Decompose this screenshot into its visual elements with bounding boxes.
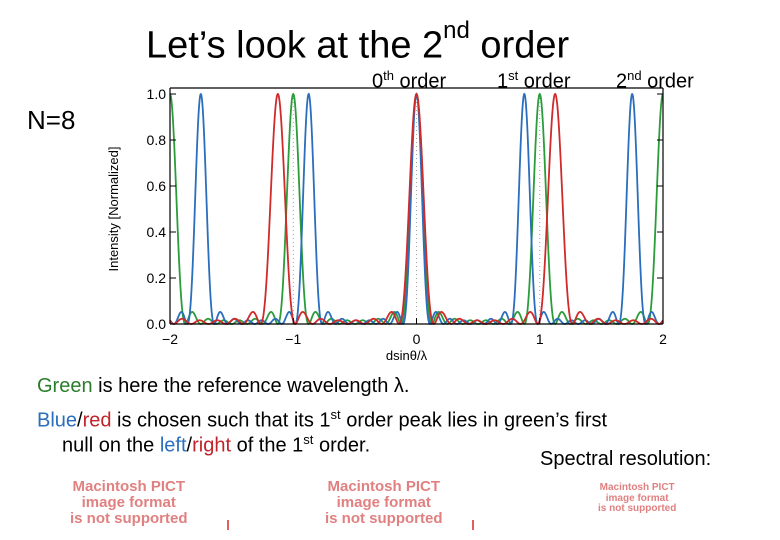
text-line-2: Blue/red is chosen such that its 1st ord…: [37, 402, 607, 434]
pict1-line1: Macintosh PICT: [72, 478, 185, 495]
line3-mid: of the 1: [231, 434, 304, 457]
pict1-line2: image format: [81, 493, 176, 511]
left-word: left: [159, 434, 187, 457]
line2-rest-a: is chosen such that its 1: [111, 409, 331, 432]
y-axis-label: Intensity [Normalized]: [106, 147, 121, 272]
pict-placeholder-2: Macintosh PICT image format is not suppo…: [325, 479, 443, 526]
chart-labels: 0.0 0.2 0.4 0.6 0.8 1.0 −2 −1 0 1 2 dsinθ/λ Intensit…: [106, 86, 667, 363]
x-tick-label: −2: [162, 331, 178, 347]
second-order-sup: nd: [627, 68, 642, 83]
first-order-num: 1: [497, 70, 509, 93]
first-order-word: order: [518, 70, 571, 93]
x-tick-label: 2: [659, 331, 667, 347]
n-label: N=8: [27, 105, 76, 135]
pict-placeholder-1: Macintosh PICT image format is not suppo…: [70, 479, 188, 526]
line3-slash: /: [186, 434, 193, 457]
right-word: right: [192, 434, 232, 457]
pict2-line1: Macintosh PICT: [327, 478, 440, 495]
y-tick-label: 0.2: [147, 270, 167, 286]
line2-rest-b: order peak lies in green’s first: [340, 409, 608, 432]
line2-slash: /: [77, 409, 83, 432]
x-tick-label: 0: [413, 331, 421, 347]
line2-sup: st: [330, 407, 341, 422]
title-post: order: [469, 24, 570, 67]
first-order-sup: st: [508, 68, 519, 83]
intensity-curve-0: [169, 92, 664, 325]
text-line-3: null on the left/right of the 1st order.: [62, 427, 370, 459]
pict3-line3: is not supported: [598, 503, 677, 514]
zeroth-order-word: order: [393, 70, 447, 93]
second-order-num: 2: [616, 70, 628, 93]
chart-grid: [169, 94, 664, 324]
line3-post: order.: [313, 434, 371, 457]
pict3-line2: image format: [605, 492, 669, 504]
y-tick-label: 0.0: [147, 316, 167, 332]
y-tick-label: 1.0: [147, 86, 167, 102]
pict2-line3: is not supported: [325, 509, 443, 527]
blue-word: Blue: [37, 409, 78, 432]
y-tick-label: 0.8: [147, 132, 167, 148]
pict-tick-2: [472, 520, 474, 530]
line3-sup: st: [303, 432, 314, 447]
second-order-label: 2nd order: [616, 63, 694, 95]
chart-curves: [169, 92, 664, 325]
y-tick-label: 0.4: [147, 224, 167, 240]
pict1-line3: is not supported: [70, 509, 188, 527]
x-tick-label: 1: [536, 331, 544, 347]
pict2-line2: image format: [336, 493, 431, 511]
x-tick-label: −1: [285, 331, 301, 347]
pict-tick-1: [227, 520, 229, 530]
spectral-resolution-label: Spectral resolution:: [540, 448, 712, 470]
green-word: Green: [37, 375, 93, 397]
grating-intensity-chart: 0.0 0.2 0.4 0.6 0.8 1.0 −2 −1 0 1 2 dsinθ/λ Intensit…: [106, 86, 667, 363]
text-line-1: Green is here the reference wavelength λ…: [37, 373, 409, 399]
pict3-line1: Macintosh PICT: [599, 482, 675, 493]
title-sup: nd: [443, 17, 470, 44]
intensity-curve-1: [169, 92, 664, 325]
intensity-curve-2: [169, 92, 664, 325]
zeroth-order-label: 0th order: [372, 63, 446, 95]
y-tick-label: 0.6: [147, 178, 167, 194]
chart-axes: [169, 87, 664, 325]
zeroth-order-sup: th: [383, 68, 394, 83]
zeroth-order-num: 0: [372, 70, 384, 93]
first-order-label: 1st order: [497, 63, 571, 95]
title-pre: Let’s look at the 2: [146, 24, 444, 67]
second-order-word: order: [641, 70, 694, 93]
x-axis-label: dsinθ/λ: [386, 348, 428, 363]
line3-pre: null on the: [62, 434, 160, 457]
red-word: red: [82, 409, 112, 432]
slide-title: Let’s look at the 2nd order: [146, 14, 569, 69]
pict-placeholder-3: Macintosh PICT image format is not suppo…: [598, 482, 677, 515]
line1-rest: is here the reference wavelength λ.: [92, 375, 410, 397]
